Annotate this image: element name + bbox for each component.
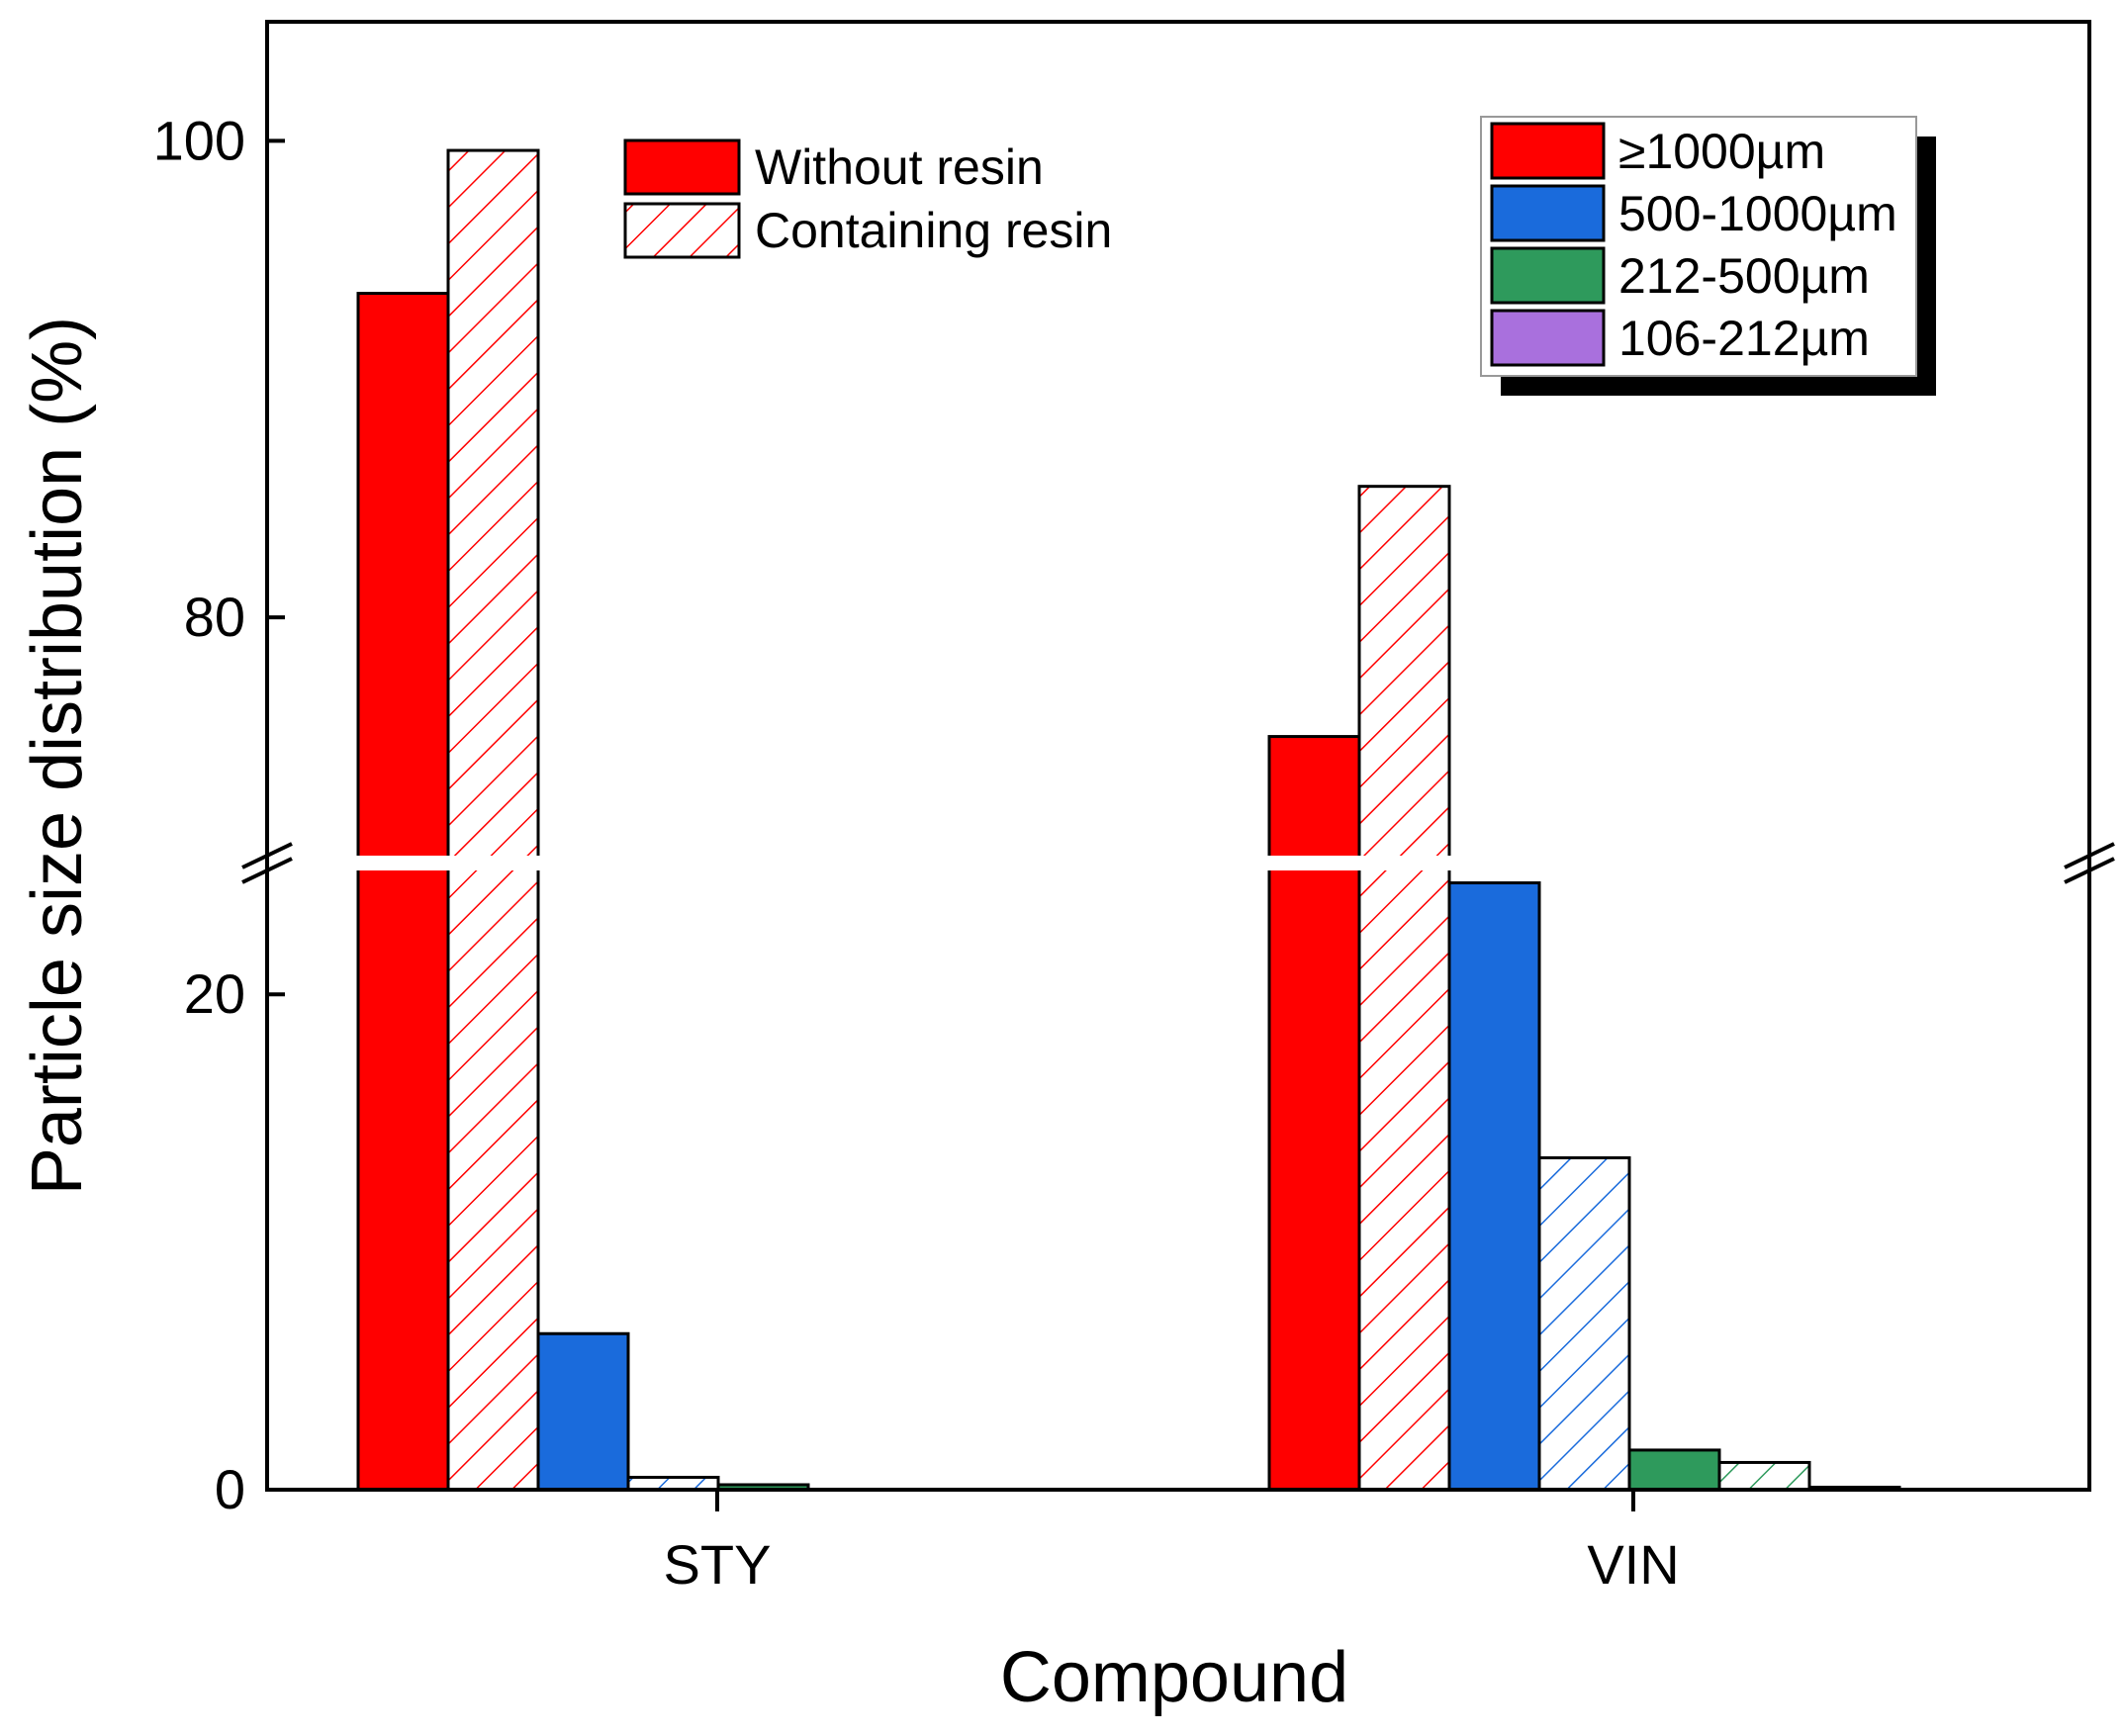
legend-swatch-size-1 bbox=[1490, 122, 1606, 180]
break-slash-right-2 bbox=[2064, 857, 2115, 884]
legend-label-size-3: 212-500µm bbox=[1618, 248, 1870, 304]
legend-conditions: Without resin Containing resin bbox=[623, 138, 1112, 259]
break-slash-left-1 bbox=[241, 842, 293, 869]
bar-sty-1 bbox=[356, 292, 450, 1492]
legend-swatch-size-2 bbox=[1490, 184, 1606, 242]
legend-label-size-2: 500-1000µm bbox=[1618, 186, 1897, 241]
bar-vin-1 bbox=[1267, 735, 1361, 1492]
x-tick-label-vin: VIN bbox=[1587, 1533, 1679, 1596]
legend-size-classes: ≥1000µm 500-1000µm 212-500µm 106-212µm bbox=[1480, 116, 1936, 396]
bar-vin-4 bbox=[1537, 1155, 1631, 1492]
y-axis-title: Particle size distribution (%) bbox=[18, 317, 97, 1195]
bar-vin-5 bbox=[1627, 1448, 1721, 1492]
axis-break-gap bbox=[265, 856, 2091, 870]
plot-frame bbox=[265, 20, 2091, 1492]
bar-vin-6 bbox=[1717, 1460, 1811, 1492]
axis-break-marks bbox=[241, 842, 2115, 884]
y-tick-label-0: 0 bbox=[215, 1458, 245, 1520]
axes-group: 0 20 80 100 STY VIN bbox=[153, 109, 1680, 1596]
legend-swatch-size-3 bbox=[1490, 246, 1606, 305]
bar-vin-3 bbox=[1447, 881, 1541, 1492]
break-slash-right-1 bbox=[2064, 842, 2115, 869]
legend-label-containing-resin: Containing resin bbox=[755, 203, 1112, 258]
legend-label-size-4: 106-212µm bbox=[1618, 311, 1870, 366]
bar-vin-2 bbox=[1357, 485, 1451, 1492]
x-tick-label-sty: STY bbox=[664, 1533, 772, 1596]
y-tick-label-80: 80 bbox=[184, 586, 245, 648]
y-tick-label-20: 20 bbox=[184, 962, 245, 1025]
y-tick-label-100: 100 bbox=[153, 109, 245, 171]
bars-group bbox=[356, 148, 1901, 1492]
bar-sty-2 bbox=[446, 148, 540, 1492]
legend-swatch-containing-resin bbox=[623, 202, 741, 259]
legend-label-without-resin: Without resin bbox=[755, 139, 1044, 195]
legend-swatch-without-resin bbox=[623, 138, 741, 196]
legend-label-size-1: ≥1000µm bbox=[1618, 124, 1825, 179]
legend-swatch-size-4 bbox=[1490, 309, 1606, 367]
bar-sty-3 bbox=[536, 1331, 630, 1492]
x-axis-title: Compound bbox=[1000, 1638, 1348, 1717]
break-slash-left-2 bbox=[241, 857, 293, 884]
